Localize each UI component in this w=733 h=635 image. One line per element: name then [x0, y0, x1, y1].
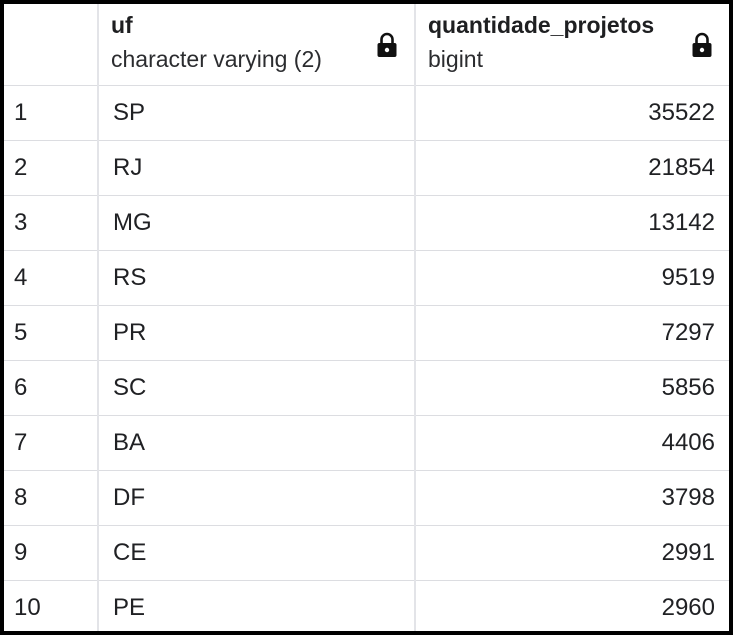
uf-cell[interactable]: MG — [98, 195, 416, 251]
quantidade-projetos-cell[interactable]: 2960 — [415, 580, 729, 631]
table-row[interactable]: 7 BA 4406 — [4, 415, 729, 471]
uf-cell[interactable]: SC — [98, 360, 416, 416]
row-number-cell[interactable]: 4 — [4, 250, 99, 306]
quantidade-projetos-cell[interactable]: 9519 — [415, 250, 729, 306]
row-number-cell[interactable]: 8 — [4, 470, 99, 526]
row-number-cell[interactable]: 10 — [4, 580, 99, 631]
column-header-uf[interactable]: uf character varying (2) — [98, 4, 416, 86]
uf-cell[interactable]: SP — [98, 85, 416, 141]
column-header-quantidade-projetos[interactable]: quantidade_projetos bigint — [415, 4, 729, 86]
row-number-cell[interactable]: 1 — [4, 85, 99, 141]
quantidade-projetos-cell[interactable]: 21854 — [415, 140, 729, 196]
lock-icon — [377, 32, 397, 57]
quantidade-projetos-cell[interactable]: 3798 — [415, 470, 729, 526]
column-type: bigint — [428, 46, 483, 72]
row-number-cell[interactable]: 2 — [4, 140, 99, 196]
column-type: character varying (2) — [111, 46, 322, 72]
uf-cell[interactable]: PR — [98, 305, 416, 361]
uf-cell[interactable]: BA — [98, 415, 416, 471]
quantidade-projetos-cell[interactable]: 35522 — [415, 85, 729, 141]
uf-cell[interactable]: RJ — [98, 140, 416, 196]
quantidade-projetos-cell[interactable]: 4406 — [415, 415, 729, 471]
table-row[interactable]: 1 SP 35522 — [4, 85, 729, 141]
table-row[interactable]: 8 DF 3798 — [4, 470, 729, 526]
row-number-cell[interactable]: 6 — [4, 360, 99, 416]
uf-cell[interactable]: CE — [98, 525, 416, 581]
uf-cell[interactable]: RS — [98, 250, 416, 306]
lock-icon — [692, 32, 712, 57]
table-row[interactable]: 3 MG 13142 — [4, 195, 729, 251]
column-name: quantidade_projetos — [428, 12, 655, 38]
uf-cell[interactable]: DF — [98, 470, 416, 526]
row-number-cell[interactable]: 5 — [4, 305, 99, 361]
header-row: uf character varying (2) quantidade_proj… — [4, 4, 729, 86]
uf-cell[interactable]: PE — [98, 580, 416, 631]
row-number-cell[interactable]: 9 — [4, 525, 99, 581]
quantidade-projetos-cell[interactable]: 13142 — [415, 195, 729, 251]
results-table: uf character varying (2) quantidade_proj… — [4, 4, 729, 631]
quantidade-projetos-cell[interactable]: 5856 — [415, 360, 729, 416]
table-row[interactable]: 2 RJ 21854 — [4, 140, 729, 196]
table-row[interactable]: 10 PE 2960 — [4, 580, 729, 631]
row-number-cell[interactable]: 3 — [4, 195, 99, 251]
table-row[interactable]: 5 PR 7297 — [4, 305, 729, 361]
table-row[interactable]: 9 CE 2991 — [4, 525, 729, 581]
table-row[interactable]: 6 SC 5856 — [4, 360, 729, 416]
quantidade-projetos-cell[interactable]: 7297 — [415, 305, 729, 361]
row-number-cell[interactable]: 7 — [4, 415, 99, 471]
row-number-header[interactable] — [4, 4, 99, 86]
column-name: uf — [111, 12, 133, 38]
quantidade-projetos-cell[interactable]: 2991 — [415, 525, 729, 581]
table-row[interactable]: 4 RS 9519 — [4, 250, 729, 306]
